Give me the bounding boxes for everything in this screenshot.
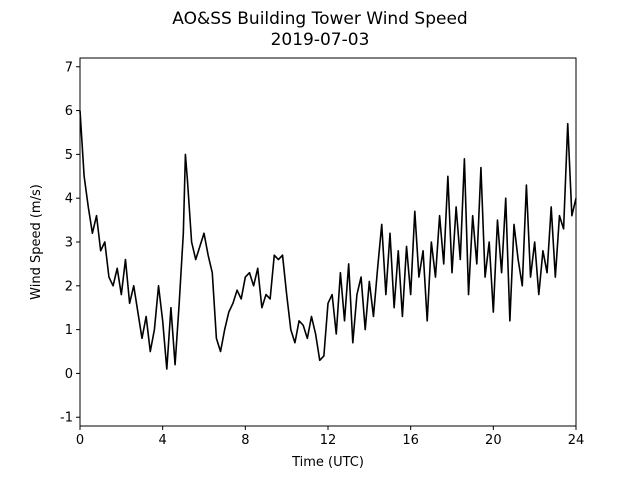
y-tick-label: 5 — [65, 148, 73, 163]
y-axis-label: Wind Speed (m/s) — [29, 184, 44, 300]
plot-frame — [79, 57, 577, 427]
y-tick-label: 0 — [65, 367, 73, 382]
x-tick-label: 20 — [485, 433, 502, 448]
y-tick-label: 6 — [65, 104, 73, 119]
y-tick-label: 4 — [65, 192, 73, 207]
x-tick-label: 0 — [76, 433, 84, 448]
x-tick-label: 24 — [568, 433, 585, 448]
x-tick-label: 8 — [241, 433, 249, 448]
y-tick-label: 1 — [65, 323, 73, 338]
x-tick-label: 16 — [402, 433, 419, 448]
y-tick-label: -1 — [60, 411, 73, 426]
y-tick-label: 7 — [65, 60, 73, 75]
chart-title: AO&SS Building Tower Wind Speed — [172, 9, 467, 29]
y-tick-label: 3 — [65, 236, 73, 251]
x-tick-label: 12 — [320, 433, 337, 448]
x-tick-label: 4 — [159, 433, 167, 448]
data-line — [79, 110, 577, 370]
x-axis-label: Time (UTC) — [291, 455, 364, 470]
y-tick-label: 2 — [65, 279, 73, 294]
chart-subtitle: 2019-07-03 — [271, 30, 370, 50]
